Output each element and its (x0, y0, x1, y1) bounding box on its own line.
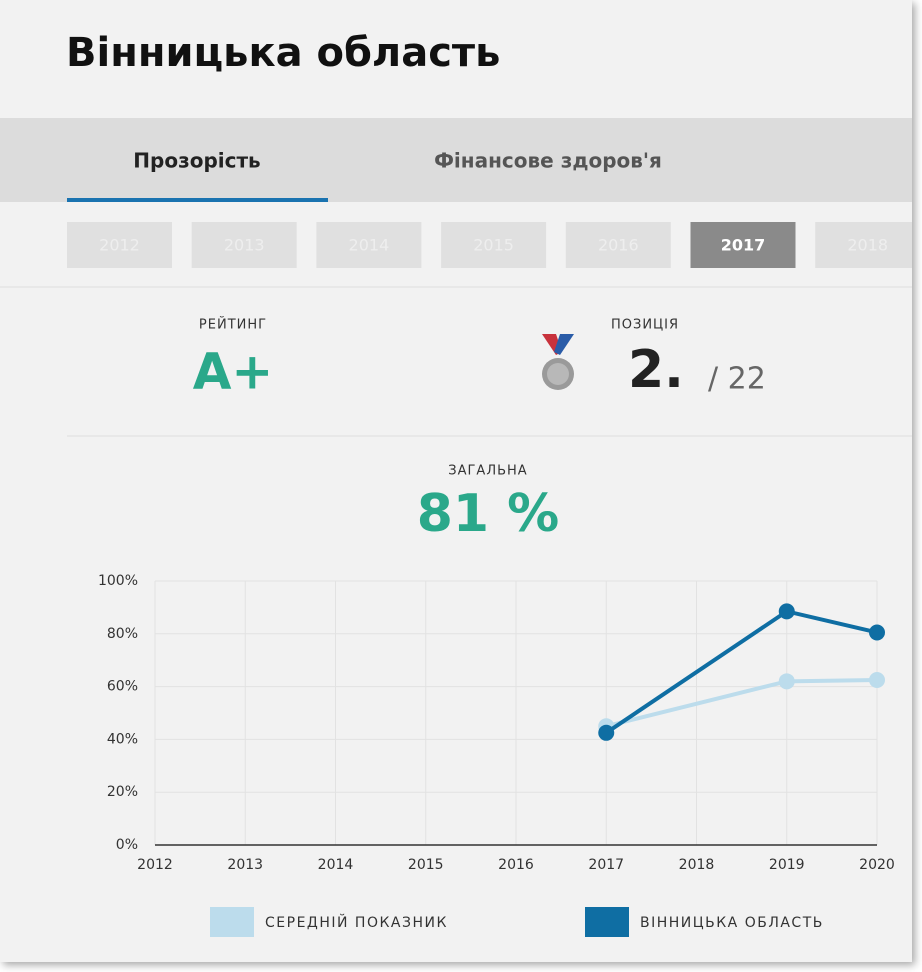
position-value: 2. (628, 340, 684, 400)
overall-value: 81 % (417, 484, 560, 544)
year-button[interactable] (191, 222, 297, 268)
medal-icon (542, 334, 574, 390)
series-point (869, 672, 885, 688)
y-tick-label: 20% (107, 784, 138, 800)
year-button[interactable] (67, 222, 172, 268)
year-label[interactable]: 2016 (598, 236, 639, 255)
x-tick-label: 2019 (769, 857, 805, 873)
series-point (869, 624, 885, 641)
year-label[interactable]: 2013 (224, 236, 265, 255)
series-point (778, 673, 795, 690)
page-title: Вінницька область (66, 30, 500, 76)
x-tick-label: 2015 (408, 857, 444, 873)
series-point (598, 724, 615, 741)
legend-label: ВІННИЦЬКА ОБЛАСТЬ (640, 915, 824, 931)
x-tick-label: 2018 (679, 857, 715, 873)
tab-bar (0, 118, 912, 202)
legend-swatch (210, 907, 254, 937)
year-label[interactable]: 2014 (349, 236, 390, 255)
rating-value: A+ (193, 343, 274, 401)
page: Вінницька область Прозорість Фінансове з… (0, 0, 912, 962)
legend-label: СЕРЕДНІЙ ПОКАЗНИК (265, 913, 448, 931)
year-button[interactable] (441, 222, 547, 268)
year-button[interactable] (316, 222, 422, 268)
rating-label: РЕЙТИНГ (199, 317, 267, 333)
y-tick-label: 100% (98, 573, 138, 589)
position-total: / 22 (708, 362, 766, 397)
year-label[interactable]: 2015 (473, 236, 514, 255)
year-label[interactable]: 2017 (721, 236, 766, 255)
y-tick-label: 80% (107, 626, 138, 642)
y-tick-label: 40% (107, 731, 138, 747)
year-button[interactable] (565, 222, 671, 268)
x-tick-label: 2013 (227, 857, 263, 873)
tab-underline (67, 198, 328, 202)
year-button[interactable] (690, 222, 796, 268)
overall-label: ЗАГАЛЬНА (448, 464, 527, 479)
screen: Вінницька область Прозорість Фінансове з… (0, 30, 912, 937)
x-tick-label: 2020 (859, 857, 895, 873)
y-tick-label: 0% (116, 837, 138, 853)
chart: 0% 20% 40% 60% 80% 100% 2012 2013 2014 2015 2016 20… (98, 573, 895, 937)
tab[interactable]: Прозорість (133, 149, 260, 173)
tab[interactable]: Фінансове здоров'я (434, 149, 662, 173)
position-label: ПОЗИЦІЯ (611, 318, 679, 333)
y-tick-label: 60% (107, 679, 138, 695)
x-tick-label: 2017 (588, 857, 624, 873)
series-point (778, 603, 795, 620)
year-label[interactable]: 2012 (99, 236, 140, 255)
x-tick-label: 2014 (318, 857, 354, 873)
x-tick-label: 2016 (498, 857, 534, 873)
legend-swatch (585, 907, 629, 937)
x-tick-label: 2012 (137, 857, 173, 873)
year-label[interactable]: 2018 (847, 236, 888, 255)
year-button[interactable] (815, 222, 912, 268)
